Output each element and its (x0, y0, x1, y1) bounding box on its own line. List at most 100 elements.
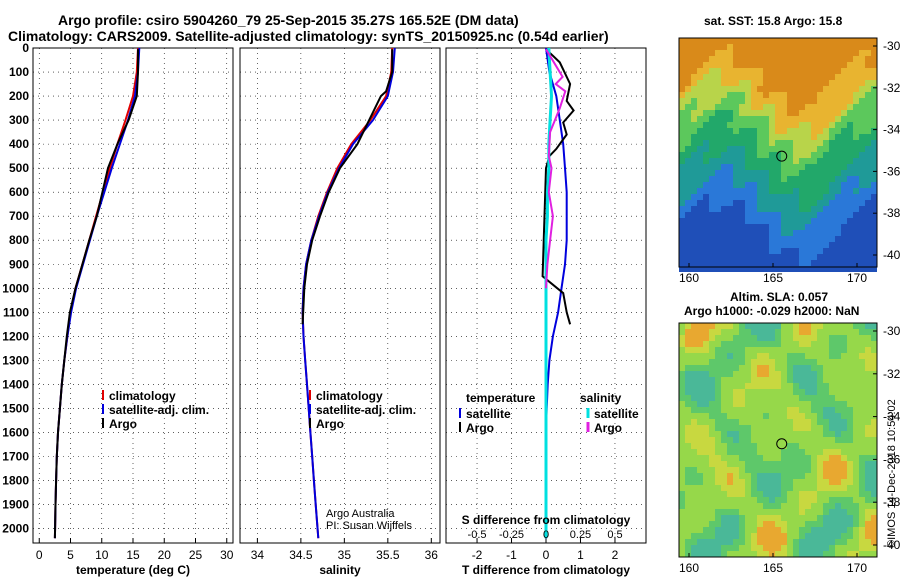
map-cell (865, 407, 871, 413)
map-cell (733, 389, 739, 395)
map-cell (691, 44, 697, 50)
map-cell (871, 236, 877, 242)
map-cell (793, 467, 799, 473)
map-cell (847, 218, 853, 224)
map-cell (739, 236, 745, 242)
map-cell (679, 455, 685, 461)
map-cell (811, 413, 817, 419)
map-cell (829, 401, 835, 407)
map-cell (799, 146, 805, 152)
map-cell (823, 359, 829, 365)
map-cell (709, 545, 715, 551)
map-cell (685, 236, 691, 242)
map-cell (781, 122, 787, 128)
legend-header-temperature: temperature (466, 391, 536, 405)
map-cell (805, 116, 811, 122)
map-cell (823, 515, 829, 521)
map-cell (679, 413, 685, 419)
map-cell (865, 44, 871, 50)
map-cell (775, 248, 781, 254)
map-cell (817, 341, 823, 347)
map-cell (757, 104, 763, 110)
map-cell (727, 485, 733, 491)
map-cell (733, 254, 739, 260)
map-cell (721, 260, 727, 266)
map-cell (715, 176, 721, 182)
map-cell (715, 44, 721, 50)
map-cell (811, 86, 817, 92)
map-cell (691, 497, 697, 503)
map-cell (835, 503, 841, 509)
map-cell (793, 116, 799, 122)
map-cell (835, 485, 841, 491)
map-cell (799, 329, 805, 335)
map-cell (859, 467, 865, 473)
map-cell (829, 323, 835, 329)
map-cell (781, 170, 787, 176)
map-cell (865, 104, 871, 110)
map-cell (799, 110, 805, 116)
map-cell (703, 335, 709, 341)
map-cell (763, 242, 769, 248)
map-cell (757, 62, 763, 68)
map-cell (847, 533, 853, 539)
map-cell (703, 419, 709, 425)
map-cell (685, 122, 691, 128)
map-cell (679, 44, 685, 50)
map-cell (763, 539, 769, 545)
map-cell (763, 431, 769, 437)
map-cell (751, 266, 757, 272)
map-cell (865, 98, 871, 104)
map-cell (817, 248, 823, 254)
map-cell (697, 224, 703, 230)
map-cell (715, 122, 721, 128)
map-cell (859, 539, 865, 545)
map-cell (793, 383, 799, 389)
map-cell (727, 437, 733, 443)
map-cell (733, 224, 739, 230)
map-cell (871, 437, 877, 443)
map-cell (817, 479, 823, 485)
map-cell (703, 413, 709, 419)
map-cell (679, 104, 685, 110)
map-cell (763, 551, 769, 557)
map-cell (841, 56, 847, 62)
map-cell (745, 128, 751, 134)
map-cell (847, 521, 853, 527)
map-cell (745, 335, 751, 341)
map-cell (793, 164, 799, 170)
map-cell (697, 242, 703, 248)
map-cell (745, 443, 751, 449)
map-cell (703, 329, 709, 335)
map-cell (715, 449, 721, 455)
legend-label: satellite-adj. clim. (316, 403, 416, 417)
map-cell (841, 260, 847, 266)
map-cell (811, 449, 817, 455)
map-cell (781, 44, 787, 50)
map-cell (691, 242, 697, 248)
map-cell (715, 341, 721, 347)
map-cell (811, 128, 817, 134)
map-cell (811, 473, 817, 479)
map-cell (799, 98, 805, 104)
map-cell (811, 176, 817, 182)
series-line-argo (301, 49, 394, 325)
map-cell (727, 200, 733, 206)
map-cell (709, 230, 715, 236)
map-cell (745, 395, 751, 401)
map-cell (853, 449, 859, 455)
map-cell (781, 413, 787, 419)
map-cell (703, 68, 709, 74)
map-cell (865, 266, 871, 272)
map-cell (787, 383, 793, 389)
map-cell (763, 50, 769, 56)
map-cell (823, 260, 829, 266)
map-cell (775, 260, 781, 266)
map-cell (787, 509, 793, 515)
map-cell (817, 104, 823, 110)
map-cell (835, 467, 841, 473)
map-cell (691, 551, 697, 557)
x-tick-label: -1 (506, 548, 517, 562)
map-cell (835, 56, 841, 62)
map-cell (811, 497, 817, 503)
